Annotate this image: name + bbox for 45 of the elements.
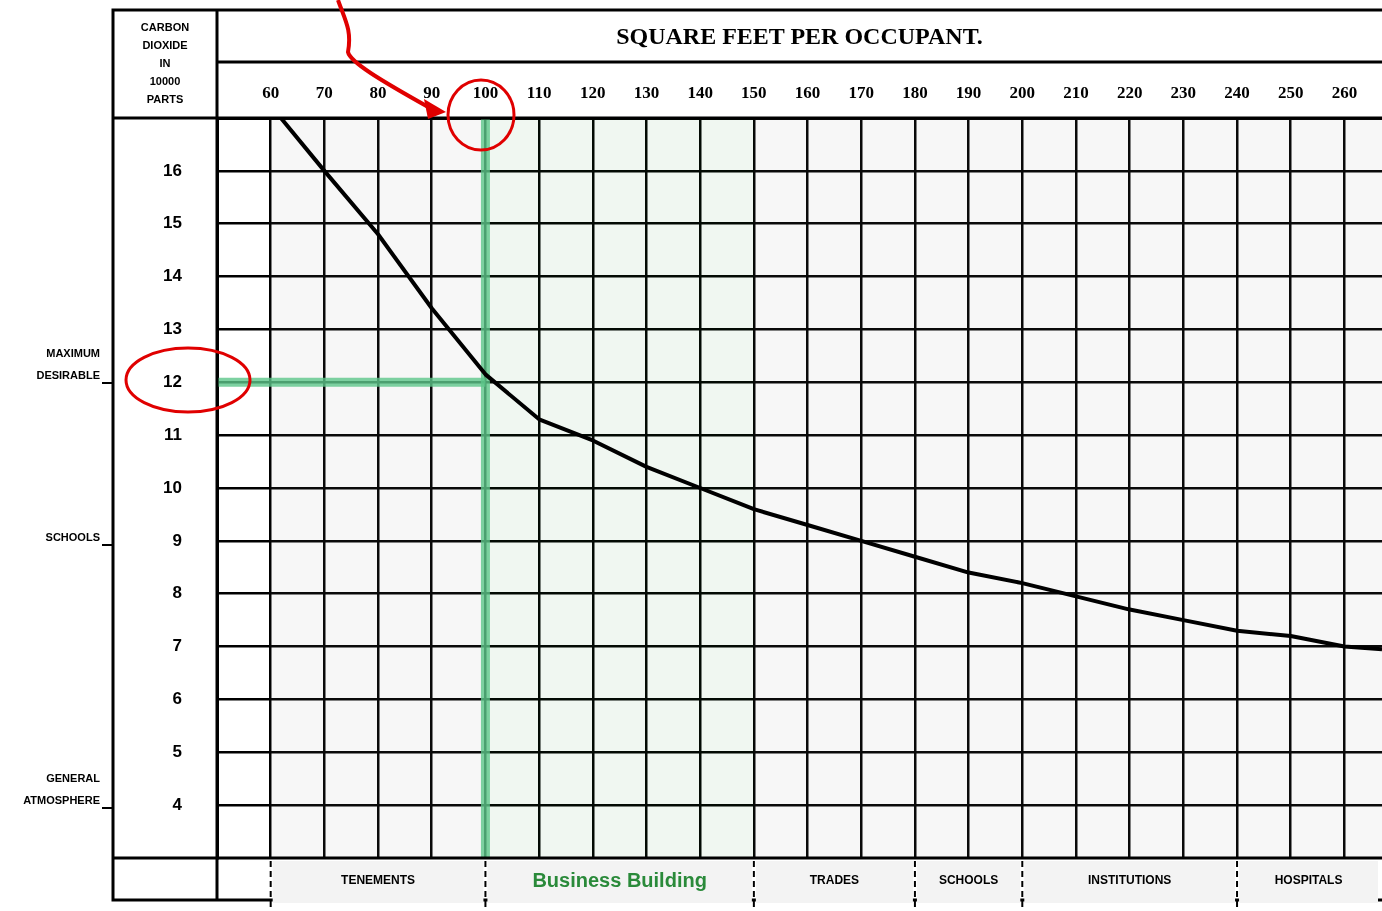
y-tick-label: 14 xyxy=(163,266,183,286)
x-tick-label: 260 xyxy=(1331,83,1358,103)
band-label: INSTITUTIONS xyxy=(1088,873,1172,888)
band-label: TRADES xyxy=(809,873,860,888)
y-tick-label: 15 xyxy=(163,213,182,233)
x-tick-label: 240 xyxy=(1224,83,1250,103)
x-tick-label: 140 xyxy=(687,83,713,103)
x-tick-label: 100 xyxy=(472,83,499,103)
x-tick-label: 160 xyxy=(794,83,821,103)
band-label: SCHOOLS xyxy=(938,873,999,888)
y-tick-label: 11 xyxy=(164,424,182,444)
y-tick-label: 7 xyxy=(172,636,182,656)
x-tick-label: 60 xyxy=(262,83,280,103)
y-tick-label: 6 xyxy=(172,689,182,709)
y-axis-title: CARBON DIOXIDE IN 10000 PARTS xyxy=(140,21,190,106)
y-tick-label: 8 xyxy=(172,583,182,603)
x-tick-label: 110 xyxy=(526,83,552,103)
band-label: Business Building xyxy=(532,868,707,891)
x-tick-label: 90 xyxy=(423,83,441,103)
y-tick-label: 5 xyxy=(172,741,182,761)
text: GENERAL ATMOSPHERE xyxy=(23,771,101,806)
x-tick-label: 170 xyxy=(848,83,874,103)
y-tick-label: 12 xyxy=(163,371,182,391)
x-tick-label: 220 xyxy=(1116,83,1143,103)
x-tick-label: 250 xyxy=(1277,83,1304,103)
x-tick-label: 180 xyxy=(902,83,928,103)
y-tick-label: 10 xyxy=(163,477,182,497)
y-tick-label: 9 xyxy=(172,530,182,550)
x-tick-label: 200 xyxy=(1009,83,1036,103)
band-label: HOSPITALS xyxy=(1274,873,1343,888)
y-tick-label: 4 xyxy=(172,794,183,814)
x-tick-label: 80 xyxy=(369,83,387,103)
y-tick-label: 13 xyxy=(163,319,182,339)
chart-title: SQUARE FEET PER OCCUPANT. xyxy=(616,23,983,50)
text: SCHOOLS xyxy=(45,530,100,543)
x-tick-label: 70 xyxy=(315,83,333,103)
x-tick-label: 120 xyxy=(580,83,606,103)
x-tick-label: 210 xyxy=(1063,83,1089,103)
x-tick-label: 150 xyxy=(741,83,767,103)
x-tick-label: 190 xyxy=(955,83,982,103)
y-tick-label: 16 xyxy=(163,160,182,180)
x-tick-label: 130 xyxy=(633,83,660,103)
text: MAXIMUM DESIRABLE xyxy=(36,346,100,381)
band-label: TENEMENTS xyxy=(341,873,416,888)
x-tick-label: 230 xyxy=(1170,83,1197,103)
